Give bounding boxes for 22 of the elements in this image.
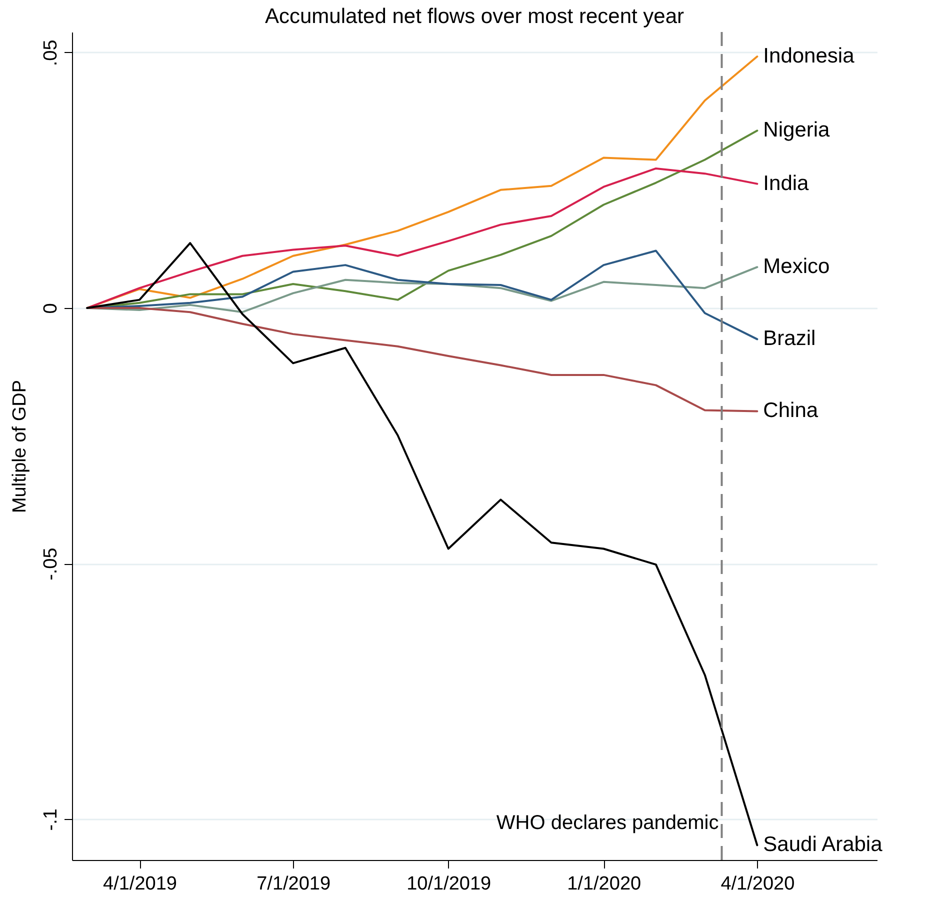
series-label: Saudi Arabia — [763, 833, 883, 856]
x-tick-label: 7/1/2019 — [256, 874, 331, 894]
series-label: Mexico — [763, 255, 830, 278]
y-tick-label: 0 — [40, 303, 62, 314]
x-tick-label: 4/1/2020 — [720, 874, 795, 894]
series-label: Indonesia — [763, 44, 855, 68]
y-tick-label: .05 — [40, 40, 62, 66]
x-tick-label: 10/1/2019 — [406, 874, 492, 894]
series-label: India — [763, 172, 810, 195]
series-label: Nigeria — [763, 118, 830, 142]
series-label: Brazil — [763, 327, 816, 350]
line-series — [86, 242, 758, 846]
y-tick-label: -.05 — [40, 548, 62, 580]
line-series — [86, 167, 758, 309]
x-tick-label: 1/1/2020 — [567, 874, 642, 894]
y-axis-title: Multiple of GDP — [10, 380, 30, 514]
y-tick-label: -.1 — [40, 808, 62, 831]
chart-title: Accumulated net flows over most recent year — [264, 5, 684, 28]
x-tick-label: 4/1/2019 — [103, 874, 177, 894]
series-label: China — [763, 399, 818, 422]
line-series — [86, 307, 758, 412]
ref-line-label: WHO declares pandemic — [496, 812, 719, 834]
